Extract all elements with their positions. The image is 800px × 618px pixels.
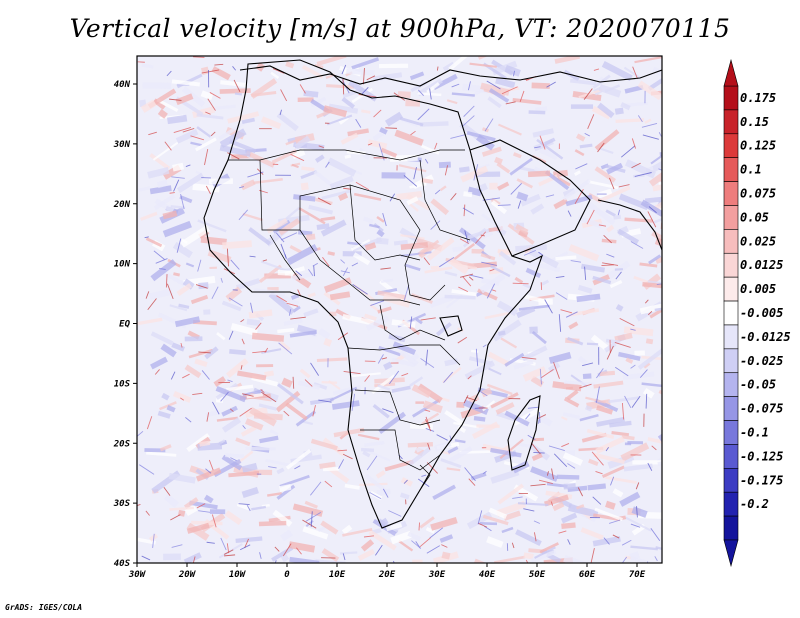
colorbar-label: 0.005 bbox=[740, 282, 776, 296]
colorbar-label: 0.1 bbox=[740, 163, 762, 177]
colorbar-label: -0.125 bbox=[740, 449, 783, 463]
colorbar: 0.175 0.15 0.125 0.1 0.075 0.05 0.025 0.0125 0.0… bbox=[723, 58, 791, 568]
colorbar-swatch bbox=[723, 181, 739, 206]
colorbar-swatch bbox=[723, 491, 739, 517]
lon-tick-label: 30W bbox=[128, 570, 147, 580]
colorbar-label: 0.075 bbox=[740, 187, 776, 201]
colorbar-label: 0.175 bbox=[740, 91, 776, 105]
coastlines bbox=[203, 59, 662, 529]
lat-tick-label: EQ bbox=[119, 320, 130, 330]
lat-tick-label: 30N bbox=[113, 140, 131, 150]
map-title: Vertical velocity [m/s] at 900hPa, VT: 2… bbox=[69, 14, 731, 43]
colorbar-label: -0.0125 bbox=[740, 330, 791, 344]
colorbar-swatch bbox=[723, 420, 739, 445]
colorbar-swatch bbox=[723, 109, 739, 135]
lat-tick-label: 20N bbox=[113, 200, 131, 210]
colorbar-label: 0.0125 bbox=[740, 258, 783, 272]
colorbar-swatch bbox=[723, 372, 739, 397]
colorbar-max-arrow bbox=[723, 58, 739, 87]
colorbar-swatch bbox=[723, 468, 739, 493]
lat-tick-label: 10S bbox=[114, 379, 131, 389]
colorbar-swatch bbox=[723, 85, 739, 111]
colorbar-label: -0.025 bbox=[740, 354, 783, 368]
colorbar-label: 0.125 bbox=[740, 139, 776, 153]
lon-tick-label: 0 bbox=[284, 570, 290, 580]
lon-tick-label: 10W bbox=[229, 570, 247, 580]
colorbar-swatch bbox=[723, 396, 739, 421]
colorbar-label: -0.2 bbox=[740, 497, 769, 511]
colorbar-swatch bbox=[723, 157, 739, 182]
colorbar-label: -0.1 bbox=[740, 425, 769, 439]
colorbar-swatch bbox=[723, 252, 739, 278]
colorbar-swatch bbox=[723, 205, 739, 230]
colorbar-swatch bbox=[723, 444, 739, 469]
lat-tick-label: 40S bbox=[114, 559, 131, 569]
lon-tick-label: 70E bbox=[629, 570, 646, 580]
colorbar-swatch bbox=[723, 276, 739, 302]
velocity-field bbox=[137, 56, 662, 563]
lat-tick-label: 30S bbox=[113, 499, 131, 509]
lat-tick-label: 20S bbox=[113, 439, 131, 449]
colorbar-swatch bbox=[723, 300, 739, 326]
colorbar-min-arrow bbox=[723, 539, 739, 568]
colorbar-label: 0.025 bbox=[740, 234, 776, 248]
lon-tick-label: 30E bbox=[428, 570, 446, 580]
lon-tick-label: 60E bbox=[579, 570, 596, 580]
colorbar-label: -0.05 bbox=[740, 378, 776, 392]
grads-credit: GrADS: IGES/COLA bbox=[5, 603, 83, 612]
lon-tick-label: 40E bbox=[479, 570, 496, 580]
colorbar-label: -0.175 bbox=[740, 473, 783, 487]
colorbar-swatch bbox=[723, 324, 739, 350]
lat-tick-label: 10N bbox=[114, 260, 131, 270]
lon-tick-label: 20E bbox=[378, 570, 396, 580]
lon-tick-label: 50E bbox=[529, 570, 546, 580]
plot-frame bbox=[136, 55, 663, 564]
lon-tick-label: 20W bbox=[178, 570, 197, 580]
colorbar-swatch bbox=[723, 133, 739, 158]
colorbar-swatch bbox=[723, 348, 739, 374]
colorbar-swatch bbox=[723, 515, 739, 541]
longitude-axis: 30W 20W 10W 0 10E 20E 30E 40E 50E 60E 70E bbox=[128, 563, 646, 580]
latitude-axis: 40N 30N 20N 10N EQ 10S 20S 30S 40S bbox=[113, 80, 137, 569]
colorbar-label: -0.075 bbox=[740, 402, 783, 416]
colorbar-label: 0.05 bbox=[740, 210, 769, 224]
colorbar-label: 0.15 bbox=[740, 115, 769, 129]
country-borders bbox=[228, 149, 471, 491]
colorbar-swatch bbox=[723, 229, 739, 254]
lat-tick-label: 40N bbox=[114, 80, 131, 90]
lon-tick-label: 10E bbox=[329, 570, 346, 580]
colorbar-label: -0.005 bbox=[740, 306, 783, 320]
